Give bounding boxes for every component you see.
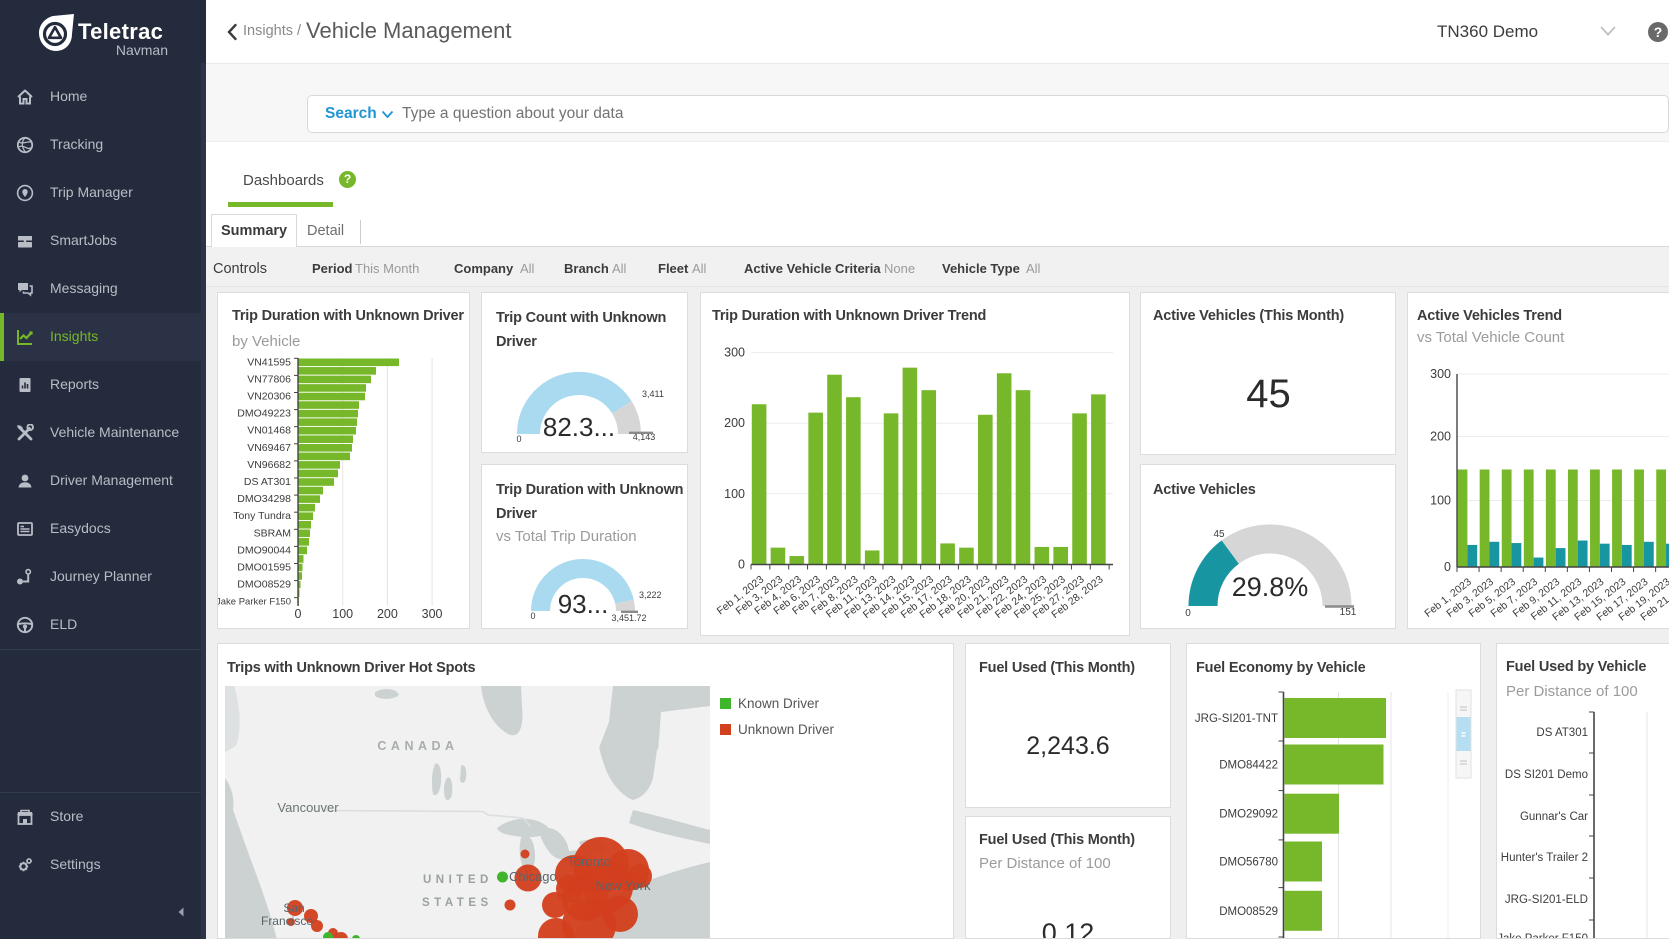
svg-text:300: 300 xyxy=(422,607,443,621)
svg-text:DMO56780: DMO56780 xyxy=(1219,857,1278,869)
svg-text:Jake Parker F150: Jake Parker F150 xyxy=(218,597,291,608)
svg-text:VN96682: VN96682 xyxy=(247,459,291,471)
svg-text:93...: 93... xyxy=(558,589,609,619)
svg-text:VN41595: VN41595 xyxy=(247,356,291,368)
svg-text:DS AT301: DS AT301 xyxy=(244,476,291,488)
svg-text:45: 45 xyxy=(1213,529,1225,540)
svg-text:DMO34298: DMO34298 xyxy=(237,493,291,505)
svg-text:200: 200 xyxy=(724,416,745,430)
svg-text:DMO90044: DMO90044 xyxy=(237,544,291,556)
svg-text:JRG-SI201-TNT: JRG-SI201-TNT xyxy=(1195,713,1278,725)
svg-text:San: San xyxy=(283,901,304,915)
svg-text:New York: New York xyxy=(596,878,651,893)
svg-text:82.3...: 82.3... xyxy=(543,412,615,442)
svg-text:VN20306: VN20306 xyxy=(247,391,291,403)
svg-text:JRG-SI201-ELD: JRG-SI201-ELD xyxy=(1505,894,1588,906)
svg-text:DS AT301: DS AT301 xyxy=(1536,727,1588,739)
svg-text:151: 151 xyxy=(1340,607,1357,618)
svg-text:300: 300 xyxy=(1430,367,1451,381)
svg-text:DS SI201 Demo: DS SI201 Demo xyxy=(1505,769,1588,781)
svg-text:Tony Tundra: Tony Tundra xyxy=(233,510,291,522)
svg-text:DMO49223: DMO49223 xyxy=(237,408,291,420)
svg-text:100: 100 xyxy=(332,607,353,621)
svg-text:DMO84422: DMO84422 xyxy=(1219,760,1278,772)
svg-text:0: 0 xyxy=(530,611,535,621)
svg-text:Toronto: Toronto xyxy=(567,854,610,869)
svg-text:Chicago: Chicago xyxy=(509,869,557,884)
svg-text:VN77806: VN77806 xyxy=(247,373,291,385)
svg-text:VN01468: VN01468 xyxy=(247,425,291,437)
svg-text:100: 100 xyxy=(724,487,745,501)
svg-text:Gunnar's Car: Gunnar's Car xyxy=(1520,811,1588,823)
svg-text:UNITED: UNITED xyxy=(423,874,493,886)
svg-text:3,222: 3,222 xyxy=(639,590,662,600)
svg-text:0: 0 xyxy=(1185,608,1191,619)
svg-text:Francisco: Francisco xyxy=(261,914,313,928)
svg-text:STATES: STATES xyxy=(422,897,493,909)
svg-text:0: 0 xyxy=(1444,560,1451,574)
svg-text:Hunter's Trailer 2: Hunter's Trailer 2 xyxy=(1501,852,1588,864)
svg-text:VN69467: VN69467 xyxy=(247,442,291,454)
svg-text:200: 200 xyxy=(377,607,398,621)
svg-text:0: 0 xyxy=(295,607,302,621)
svg-text:300: 300 xyxy=(724,346,745,360)
svg-text:DMO08529: DMO08529 xyxy=(1219,906,1278,918)
svg-text:0: 0 xyxy=(516,434,521,444)
svg-text:DMO08529: DMO08529 xyxy=(237,579,291,591)
svg-text:3,451.72: 3,451.72 xyxy=(611,613,646,623)
svg-text:200: 200 xyxy=(1430,430,1451,444)
svg-text:CANADA: CANADA xyxy=(377,739,458,753)
svg-text:Jake Parker F150: Jake Parker F150 xyxy=(1497,933,1588,939)
svg-text:29.8%: 29.8% xyxy=(1232,572,1309,602)
svg-text:Vancouver: Vancouver xyxy=(277,800,339,815)
svg-text:SBRAM: SBRAM xyxy=(254,527,291,539)
svg-text:3,411: 3,411 xyxy=(642,389,664,399)
svg-text:DMO29092: DMO29092 xyxy=(1219,809,1278,821)
svg-text:100: 100 xyxy=(1430,494,1451,508)
svg-text:0: 0 xyxy=(738,558,745,572)
svg-text:DMO01595: DMO01595 xyxy=(237,562,291,574)
svg-text:4,143: 4,143 xyxy=(633,432,656,442)
